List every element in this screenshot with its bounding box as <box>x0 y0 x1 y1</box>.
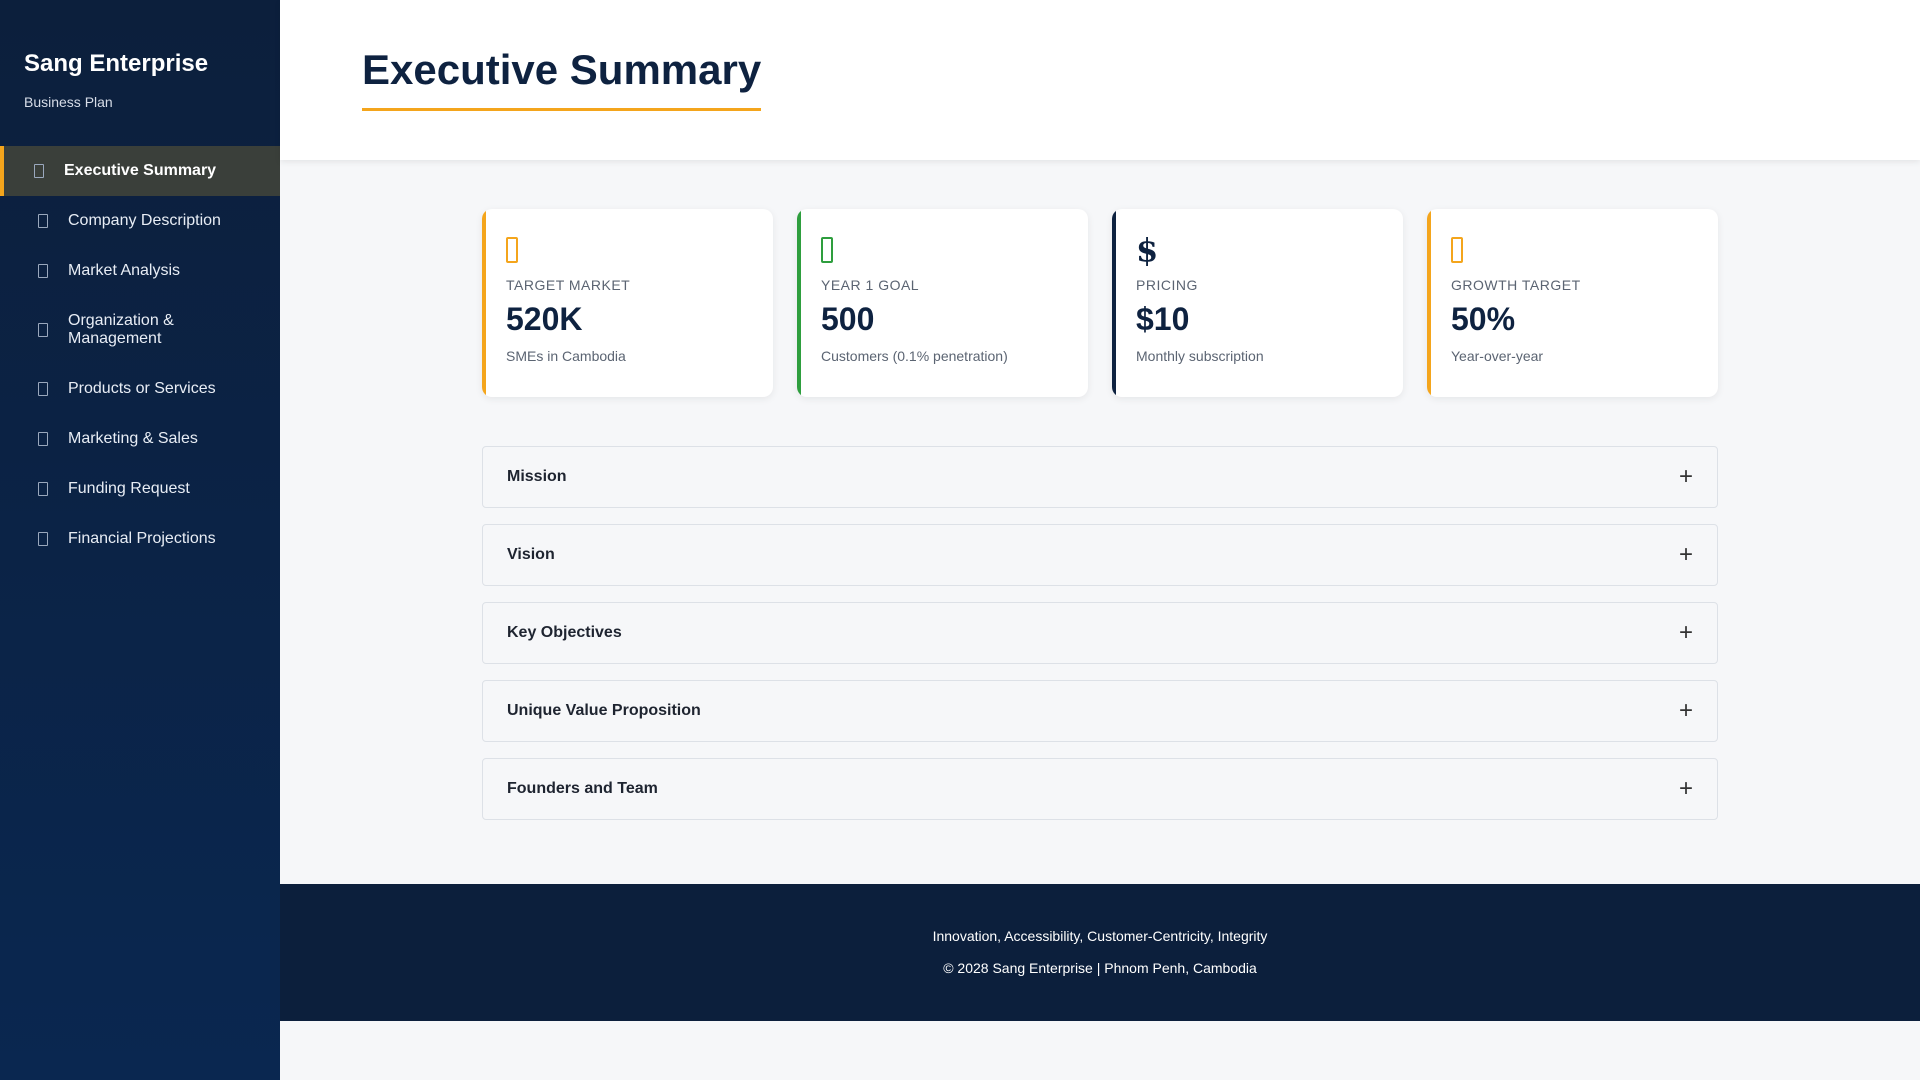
stat-card-target-market: TARGET MARKET 520K SMEs in Cambodia <box>482 209 773 397</box>
sidebar-item-label: Market Analysis <box>68 262 181 279</box>
accordion-unique-value-proposition[interactable]: Unique Value Proposition + <box>482 680 1718 742</box>
stat-card-year1-goal: YEAR 1 GOAL 500 Customers (0.1% penetrat… <box>797 209 1088 397</box>
stat-label: TARGET MARKET <box>506 277 631 293</box>
stat-description: Monthly subscription <box>1136 348 1264 364</box>
sidebar-item-market-analysis[interactable]: Market Analysis <box>0 246 280 296</box>
stat-card-pricing: $ PRICING $10 Monthly subscription <box>1112 209 1403 397</box>
stat-description: Customers (0.1% penetration) <box>821 348 1008 364</box>
accordion-title: Vision <box>507 546 555 563</box>
stat-value: 50% <box>1451 301 1516 337</box>
sidebar-item-label: Executive Summary <box>64 162 217 179</box>
accordion: Mission + Vision + Key Objectives + Uniq… <box>482 446 1718 836</box>
sidebar-item-financial-projections[interactable]: Financial Projections <box>0 514 280 564</box>
chart-icon <box>38 264 48 278</box>
plus-icon[interactable]: + <box>1678 697 1693 724</box>
sidebar-item-label: Company Description <box>68 212 221 229</box>
stat-label: GROWTH TARGET <box>1451 277 1581 293</box>
stat-value: 500 <box>821 301 875 337</box>
sidebar-item-marketing-sales[interactable]: Marketing & Sales <box>0 414 280 464</box>
brand-title: Sang Enterprise <box>24 50 209 77</box>
footer-values: Innovation, Accessibility, Customer-Cent… <box>932 928 1268 944</box>
page-header: Executive Summary <box>280 0 1920 160</box>
stat-description: SMEs in Cambodia <box>506 348 626 364</box>
accordion-vision[interactable]: Vision + <box>482 524 1718 586</box>
accordion-title: Mission <box>507 468 567 485</box>
accordion-mission[interactable]: Mission + <box>482 446 1718 508</box>
building-icon <box>38 214 48 228</box>
sidebar-item-funding-request[interactable]: Funding Request <box>0 464 280 514</box>
plus-icon[interactable]: + <box>1678 619 1693 646</box>
sidebar-item-label: Funding Request <box>68 480 190 497</box>
brand-subtitle: Business Plan <box>24 94 113 110</box>
plus-icon[interactable]: + <box>1678 463 1693 490</box>
stat-description: Year-over-year <box>1451 348 1544 364</box>
sidebar-item-executive-summary[interactable]: Executive Summary <box>0 146 280 196</box>
accordion-key-objectives[interactable]: Key Objectives + <box>482 602 1718 664</box>
plus-icon[interactable]: + <box>1678 775 1693 802</box>
target-icon <box>821 233 1088 267</box>
brand: Sang Enterprise Business Plan <box>0 0 280 110</box>
sidebar-item-company-description[interactable]: Company Description <box>0 196 280 246</box>
users-icon <box>506 233 773 267</box>
sidebar: Sang Enterprise Business Plan Executive … <box>0 0 280 1080</box>
stat-value: 520K <box>506 301 583 337</box>
dollar-icon: $ <box>1136 231 1159 269</box>
stat-label: YEAR 1 GOAL <box>821 277 920 293</box>
accordion-founders-team[interactable]: Founders and Team + <box>482 758 1718 820</box>
sidebar-item-label: Products or Services <box>68 380 216 397</box>
footer-copyright: © 2028 Sang Enterprise | Phnom Penh, Cam… <box>943 960 1257 976</box>
sidebar-item-organization-management[interactable]: Organization & Management <box>0 296 280 364</box>
page-title: Executive Summary <box>362 46 762 111</box>
accordion-title: Key Objectives <box>507 624 622 641</box>
accordion-title: Unique Value Proposition <box>507 702 701 719</box>
stat-card-growth-target: GROWTH TARGET 50% Year-over-year <box>1427 209 1718 397</box>
document-icon <box>34 164 44 178</box>
trend-icon <box>38 532 48 546</box>
box-icon <box>38 382 48 396</box>
stat-value: $10 <box>1136 301 1190 337</box>
megaphone-icon <box>38 432 48 446</box>
footer: Innovation, Accessibility, Customer-Cent… <box>280 884 1920 1021</box>
sidebar-item-label: Organization & Management <box>68 312 174 347</box>
chart-icon <box>1451 233 1718 267</box>
stat-cards: TARGET MARKET 520K SMEs in Cambodia YEAR… <box>482 209 1718 397</box>
sidebar-item-products-services[interactable]: Products or Services <box>0 364 280 414</box>
plus-icon[interactable]: + <box>1678 541 1693 568</box>
sidebar-item-label: Financial Projections <box>68 530 216 547</box>
money-icon <box>38 482 48 496</box>
sidebar-nav: Executive Summary Company Description Ma… <box>0 146 280 564</box>
accordion-title: Founders and Team <box>507 780 658 797</box>
sitemap-icon <box>38 323 48 337</box>
stat-label: PRICING <box>1136 277 1198 293</box>
sidebar-item-label: Marketing & Sales <box>68 430 198 447</box>
